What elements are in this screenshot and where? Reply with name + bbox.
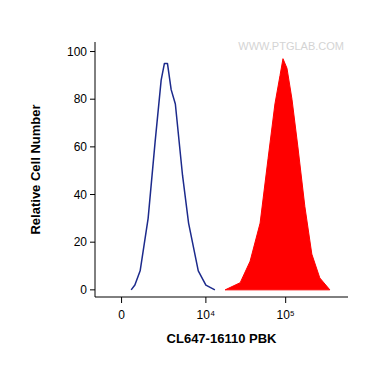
y-axis xyxy=(95,42,96,297)
y-tick xyxy=(90,146,95,147)
watermark: WWW.PTGLAB.COM xyxy=(238,40,344,52)
y-tick-label: 20 xyxy=(74,235,88,249)
x-tick xyxy=(205,297,206,303)
y-tick-label: 0 xyxy=(80,283,87,297)
filled-histogram xyxy=(225,59,330,290)
x-tick-label: 0 xyxy=(118,308,125,322)
y-tick-label: 40 xyxy=(74,188,88,202)
outline-histogram xyxy=(131,63,215,289)
y-tick-label: 80 xyxy=(74,92,88,106)
y-axis-title: Relative Cell Number xyxy=(28,104,43,234)
y-tick xyxy=(90,99,95,100)
y-tick xyxy=(90,51,95,52)
x-tick-label: 10⁵ xyxy=(277,308,295,322)
plot-area xyxy=(131,59,330,290)
y-tick-label: 100 xyxy=(67,45,87,59)
chart: WWW.PTGLAB.COM 0 20 40 60 80 100 0 10⁴ 10⁵CL647-1… xyxy=(0,0,370,365)
y-tick xyxy=(90,194,95,195)
y-tick-label: 60 xyxy=(74,140,88,154)
x-axis-title: CL647-16110 PBK xyxy=(167,331,277,346)
x-tick xyxy=(285,297,286,303)
x-tick-label: 10⁴ xyxy=(197,308,216,322)
x-axis xyxy=(95,297,348,298)
y-tick xyxy=(90,242,95,243)
x-tick xyxy=(121,297,122,303)
y-tick xyxy=(90,289,95,290)
